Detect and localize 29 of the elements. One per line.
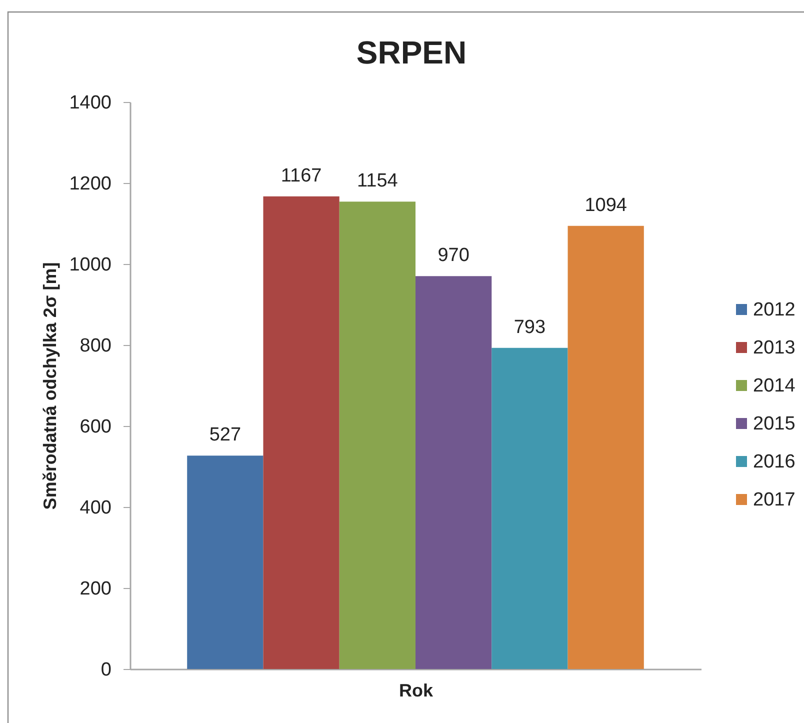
data-label: 1154 <box>357 170 398 192</box>
bar <box>187 456 264 669</box>
x-axis-title: Rok <box>398 680 434 700</box>
y-tick-label: 200 <box>80 578 112 600</box>
bar <box>263 196 340 669</box>
bar <box>416 276 492 669</box>
y-tick-label: 600 <box>80 416 112 438</box>
legend-label: 2014 <box>753 376 796 396</box>
bar <box>339 202 416 669</box>
legend-label: 2016 <box>753 452 796 472</box>
legend-label: 2013 <box>753 338 796 358</box>
data-label: 970 <box>438 245 470 266</box>
data-label: 793 <box>514 316 546 338</box>
y-tick-label: 400 <box>80 498 112 518</box>
legend-label: 2012 <box>753 300 796 320</box>
y-axis-title: Směrodatná odchylka 2σ [m] <box>40 262 60 510</box>
bar <box>568 226 644 669</box>
data-label: 1094 <box>584 194 628 216</box>
data-label: 1167 <box>280 165 322 186</box>
legend-label: 2015 <box>753 414 796 434</box>
y-tick-label: 800 <box>80 336 112 356</box>
chart-title: SRPEN <box>356 34 467 70</box>
y-tick-label: 1200 <box>69 174 112 194</box>
y-tick-label: 1400 <box>69 92 112 114</box>
data-label: 527 <box>209 424 242 446</box>
y-tick-label: 0 <box>100 660 112 680</box>
bar <box>492 348 568 669</box>
y-tick-label: 1000 <box>69 254 112 276</box>
legend-label: 2017 <box>753 490 796 510</box>
